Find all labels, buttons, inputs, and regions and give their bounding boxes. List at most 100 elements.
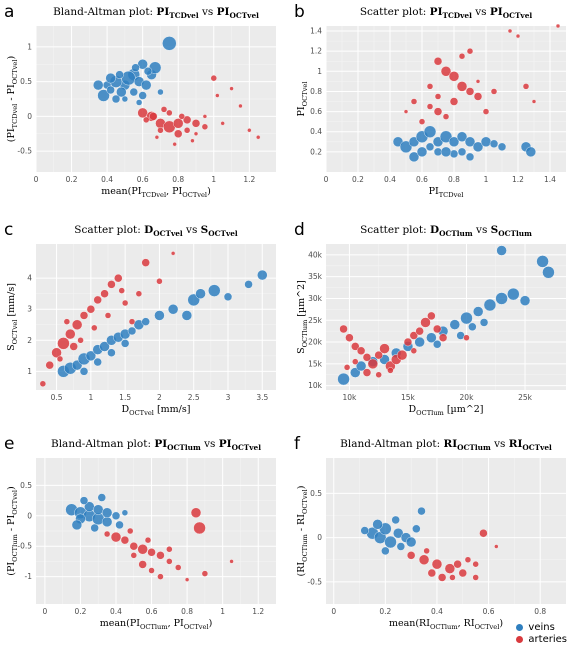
y-tick-label: 40k	[308, 250, 323, 259]
data-point-arteries	[409, 331, 419, 340]
x-tick-label: 0	[324, 175, 329, 184]
chart-svg: 0 0.2 0.4 0.6 0.8 1 1.2 -0.5 0 0.5 1	[17, 26, 276, 184]
y-label-mid: [mm/s]	[6, 283, 17, 320]
chart-svg: 0 0.2 0.4 0.6 0.8 1 1.2 -1 -0.5 0 0.5	[17, 458, 276, 616]
title-b-sub: OCTvel	[522, 443, 552, 453]
y-label-end: )	[6, 55, 17, 60]
data-point-veins	[396, 542, 406, 551]
data-point-veins	[464, 136, 476, 147]
data-point-arteries	[482, 108, 490, 115]
x-axis-title: mean(PIOCTlum, PIOCTvel)	[36, 618, 276, 631]
y-tick-label: -1	[25, 572, 33, 581]
data-point-veins	[350, 367, 361, 378]
data-point-arteries	[193, 131, 199, 136]
y-tick-label: 0	[27, 112, 32, 121]
y-label-main: (PI	[6, 128, 17, 143]
x-label-mid: [µm^2]	[443, 404, 484, 415]
data-point-arteries	[367, 358, 379, 370]
x-tick-label: 0	[331, 607, 336, 616]
x-label-main: mean(RI	[388, 618, 430, 629]
data-point-veins	[468, 322, 477, 332]
data-point-arteries	[356, 346, 366, 355]
x-label-sub1: TCDvel	[141, 190, 167, 199]
data-point-arteries	[473, 92, 483, 101]
y-tick-label: 10k	[308, 381, 323, 390]
y-label-mid: - PI	[6, 514, 17, 535]
data-point-arteries	[65, 328, 76, 340]
title-a: PI	[429, 6, 443, 18]
data-point-veins	[439, 130, 453, 143]
x-tick-label: 2.5	[188, 393, 200, 402]
title-measure-a: DOCTlum	[430, 224, 473, 238]
data-point-veins	[384, 535, 397, 549]
y-label-mid: - RI	[296, 514, 307, 535]
data-point-veins	[542, 266, 555, 279]
data-point-veins	[449, 319, 460, 330]
data-point-veins	[525, 146, 537, 158]
data-point-veins	[372, 519, 383, 530]
y-label-sub1: TCDvel	[10, 103, 19, 129]
chart-panel-d: d Scatter plot: DOCTlum vs SOCTlum 10k 15k 2…	[290, 218, 575, 432]
x-tick-label: 0.4	[110, 607, 122, 616]
data-point-arteries	[433, 324, 442, 334]
data-point-arteries	[434, 93, 442, 100]
y-label-main: (RI	[296, 561, 307, 577]
x-label-main: PI	[428, 186, 439, 197]
y-label-end: )	[6, 486, 17, 491]
data-point-arteries	[215, 93, 220, 98]
panel-letter: b	[294, 2, 305, 22]
data-point-veins	[391, 515, 400, 525]
data-point-arteries	[175, 564, 182, 571]
data-point-arteries	[458, 568, 467, 578]
data-point-veins	[79, 367, 89, 376]
x-label-main: mean(PI	[101, 186, 142, 197]
title-measure-b: RIOCTvel	[509, 438, 552, 453]
title-prefix: Bland-Altman plot:	[53, 6, 157, 18]
data-point-veins	[440, 146, 452, 158]
series-arteries	[339, 311, 470, 378]
data-point-arteries	[387, 367, 394, 374]
chart-title: Bland-Altman plot: RIOCTlum vs RIOCTvel	[326, 438, 566, 452]
y-tick-label: 1	[27, 42, 32, 51]
data-point-arteries	[137, 107, 148, 119]
y-tick-label: -0.5	[17, 542, 32, 551]
data-point-arteries	[172, 141, 177, 147]
title-prefix: Scatter plot:	[360, 224, 430, 236]
x-axis-title: DOCTvel [mm/s]	[36, 404, 276, 417]
x-label-main: D	[408, 404, 417, 415]
data-point-veins	[71, 519, 83, 531]
x-tick-label: 0.6	[483, 607, 495, 616]
data-point-arteries	[51, 347, 62, 358]
data-point-arteries	[238, 103, 243, 109]
title-a: RI	[443, 438, 458, 450]
data-point-veins	[135, 99, 143, 106]
data-point-arteries	[156, 278, 163, 285]
data-point-arteries	[339, 324, 348, 334]
y-axis-title: SOCTvel [mm/s]	[6, 244, 20, 390]
data-point-arteries	[465, 87, 475, 96]
data-point-arteries	[453, 559, 462, 569]
title-measure-a: PIOCTlum	[154, 438, 200, 452]
x-label-main: D	[121, 404, 130, 415]
x-label-end: )	[207, 186, 211, 197]
chart-title: Bland-Altman plot: PITCDvel vs PIOCTvel	[36, 6, 276, 20]
x-tick-label: 3.5	[256, 393, 268, 402]
data-point-veins	[154, 310, 165, 321]
x-tick-label: 25k	[518, 393, 533, 402]
data-point-arteries	[156, 551, 165, 560]
y-tick-label: 0	[317, 533, 322, 542]
data-point-veins	[460, 311, 473, 325]
x-label-mid: , RI	[457, 618, 475, 629]
data-point-arteries	[202, 114, 208, 119]
title-mid: vs	[490, 438, 509, 450]
y-label-sub1: OCTlum	[300, 319, 309, 348]
y-label-sub1: OCTvel	[300, 81, 309, 107]
data-point-arteries	[148, 567, 155, 574]
y-tick-label: 0.6	[310, 107, 322, 116]
y-tick-label: 25k	[308, 316, 323, 325]
title-measure-b: SOCTvel	[201, 224, 238, 238]
title-mid: vs	[198, 6, 217, 18]
x-tick-label: 1.2	[512, 175, 524, 184]
data-point-arteries	[183, 127, 191, 134]
x-axis-title: mean(PITCDvel, PIOCTvel)	[36, 186, 276, 199]
